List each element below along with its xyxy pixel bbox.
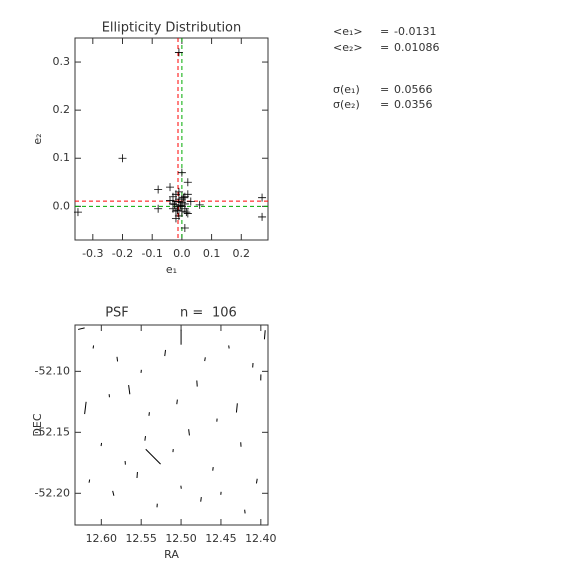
chart-title: Ellipticity Distribution (102, 21, 242, 36)
whisker (88, 479, 91, 483)
x-tick-label: -0.2 (112, 247, 133, 260)
y-tick-label: -52.20 (35, 486, 70, 499)
point (186, 197, 195, 206)
point (180, 223, 189, 232)
stat-equals: = (380, 41, 389, 54)
chart-title: PSF (105, 306, 129, 321)
x-tick-label: 0.1 (203, 247, 221, 260)
stat-label: <e₂> (333, 41, 363, 54)
point (118, 154, 127, 163)
x-tick-label: 0.2 (233, 247, 251, 260)
stat-equals: = (380, 25, 389, 38)
x-tick-label: 12.55 (125, 532, 157, 545)
whisker (176, 399, 178, 405)
point (166, 183, 175, 192)
count-label: n = (180, 306, 203, 321)
whisker (112, 490, 115, 496)
point (174, 187, 183, 196)
point (183, 178, 192, 187)
point (183, 190, 192, 199)
whisker (144, 436, 146, 441)
x-axis-label: RA (164, 548, 179, 561)
whisker (145, 448, 161, 465)
point (176, 201, 185, 210)
y-axis-label: DEC (31, 413, 44, 436)
point (154, 204, 163, 213)
plot-frame (74, 324, 269, 526)
point (258, 212, 267, 221)
point (179, 193, 188, 202)
x-tick-label: 12.40 (245, 532, 277, 545)
stat-label: σ(e₁) (333, 83, 360, 96)
y-tick-label: 0.0 (53, 199, 71, 212)
plot-frame (74, 37, 269, 241)
point (174, 48, 183, 57)
stat-label: <e₁> (333, 25, 363, 38)
stat-value: 0.0566 (394, 83, 433, 96)
whisker (128, 384, 131, 395)
point (173, 206, 182, 215)
y-tick-label: 0.2 (53, 103, 71, 116)
whisker (200, 497, 202, 502)
point (171, 214, 180, 223)
x-tick-label: -0.3 (82, 247, 103, 260)
point (183, 209, 192, 218)
point (73, 208, 82, 217)
point (177, 168, 186, 177)
point (182, 208, 191, 217)
whisker (116, 356, 119, 362)
count-value: 106 (212, 306, 237, 321)
whisker (78, 327, 85, 330)
whisker (84, 401, 87, 415)
y-tick-label: -52.15 (35, 425, 70, 438)
stat-value: -0.0131 (394, 25, 436, 38)
whisker (188, 429, 190, 436)
stat-value: 0.0356 (394, 98, 433, 111)
point (170, 200, 179, 209)
stat-equals: = (380, 98, 389, 111)
whisker (263, 330, 266, 340)
whisker (164, 349, 166, 357)
point (166, 196, 175, 205)
point (154, 185, 163, 194)
x-tick-label: 12.60 (86, 532, 118, 545)
stat-value: 0.01086 (394, 41, 440, 54)
whisker (235, 403, 238, 413)
whisker (255, 478, 258, 484)
stat-label: σ(e₂) (333, 98, 360, 111)
stat-equals: = (380, 83, 389, 96)
point (180, 204, 189, 213)
x-axis-label: e₁ (166, 263, 177, 276)
y-tick-label: 0.1 (53, 151, 71, 164)
point (258, 193, 267, 202)
x-tick-label: 12.50 (165, 532, 197, 545)
x-tick-label: 0.0 (173, 247, 191, 260)
point (195, 200, 204, 209)
x-tick-label: 12.45 (205, 532, 237, 545)
y-tick-label: 0.3 (53, 55, 71, 68)
whisker (204, 357, 206, 362)
point (171, 207, 180, 216)
x-tick-label: -0.1 (141, 247, 162, 260)
y-tick-label: -52.10 (35, 364, 70, 377)
y-axis-label: e₂ (31, 133, 44, 144)
